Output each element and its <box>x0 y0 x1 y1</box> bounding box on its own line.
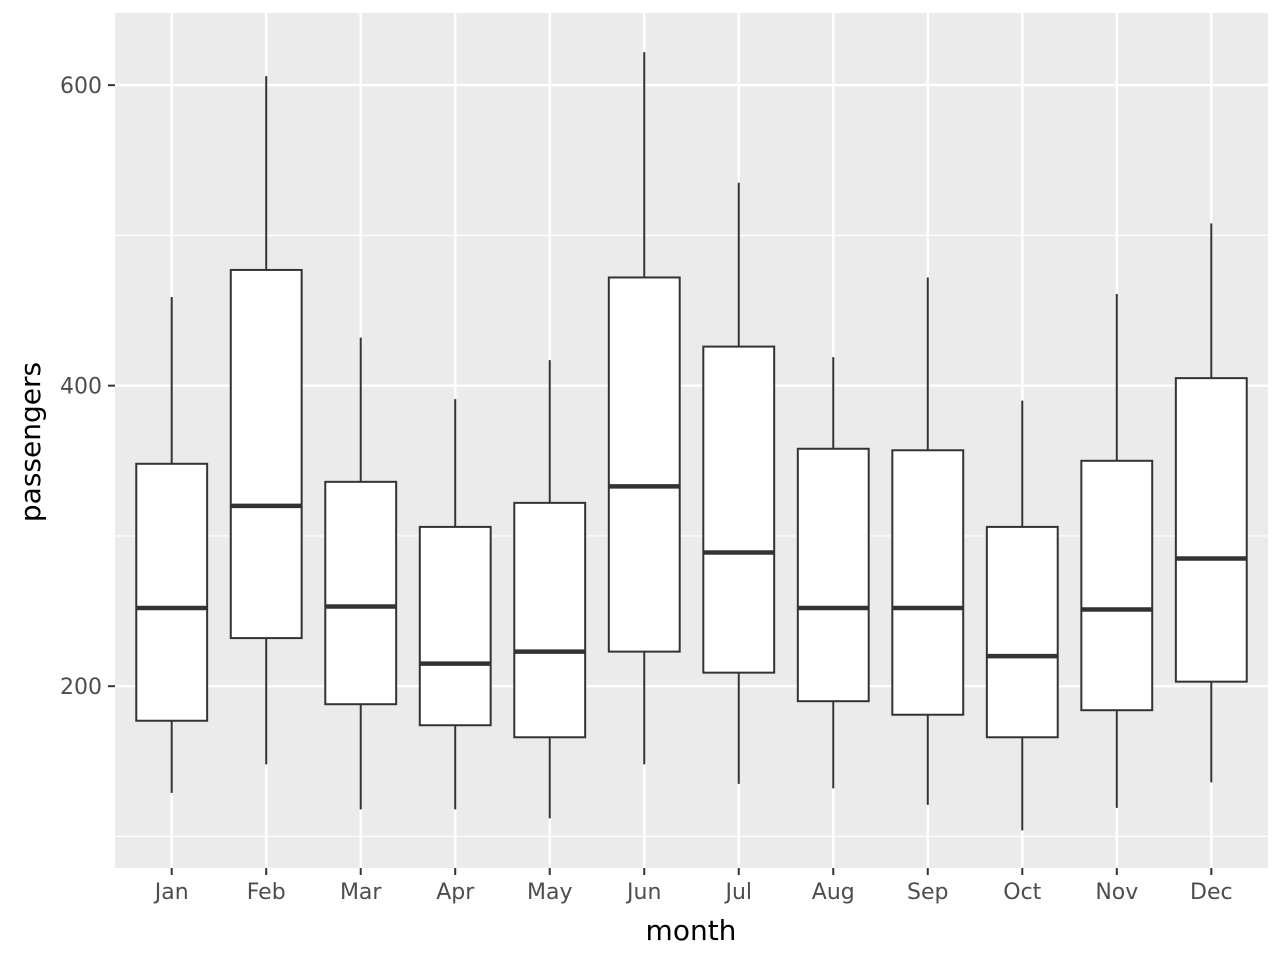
boxes <box>135 52 1248 831</box>
box-aug <box>796 357 870 789</box>
plot-panel <box>115 13 1268 868</box>
x-tick-label: Apr <box>436 880 475 905</box>
x-tick-label: Jan <box>153 880 189 905</box>
iqr-box <box>985 525 1059 739</box>
y-tick-label: 400 <box>60 375 102 400</box>
box-may <box>513 360 587 819</box>
x-tick-label: Feb <box>247 880 286 905</box>
x-tick-label: Nov <box>1095 880 1138 905</box>
box-jul <box>702 182 776 784</box>
iqr-box <box>1174 377 1248 683</box>
iqr-box <box>135 462 209 722</box>
box-jun <box>607 52 681 765</box>
iqr-box <box>796 447 870 703</box>
box-sep <box>891 277 965 805</box>
x-tick-label: Jul <box>723 880 752 905</box>
x-tick-label: Jun <box>625 880 661 905</box>
box-nov <box>1080 293 1154 808</box>
x-axis-ticks: Jan Feb Mar Apr May Jun Jul Aug Sep Oct Nov Dec <box>153 868 1233 905</box>
iqr-box <box>418 525 492 727</box>
iqr-box <box>607 276 681 653</box>
x-tick-label: Sep <box>907 880 948 905</box>
box-feb <box>229 76 303 765</box>
box-jan <box>135 296 209 793</box>
y-tick-label: 600 <box>60 74 102 99</box>
y-axis-title: passengers <box>14 362 47 522</box>
y-axis-ticks: 200 400 600 <box>60 74 115 700</box>
x-tick-label: Mar <box>340 880 382 905</box>
iqr-box <box>324 480 398 706</box>
iqr-box <box>891 449 965 716</box>
box-mar <box>324 337 398 810</box>
x-tick-label: Aug <box>812 880 855 905</box>
x-axis-title: month <box>646 914 737 947</box>
box-dec <box>1174 223 1248 783</box>
x-tick-label: May <box>527 880 572 905</box>
iqr-box <box>702 345 776 674</box>
x-tick-label: Dec <box>1190 880 1233 905</box>
x-tick-label: Oct <box>1003 880 1041 905</box>
iqr-box <box>229 268 303 640</box>
box-oct <box>985 400 1059 831</box>
iqr-box <box>513 501 587 739</box>
box-apr <box>418 399 492 810</box>
iqr-box <box>1080 459 1154 712</box>
y-tick-label: 200 <box>60 675 102 700</box>
